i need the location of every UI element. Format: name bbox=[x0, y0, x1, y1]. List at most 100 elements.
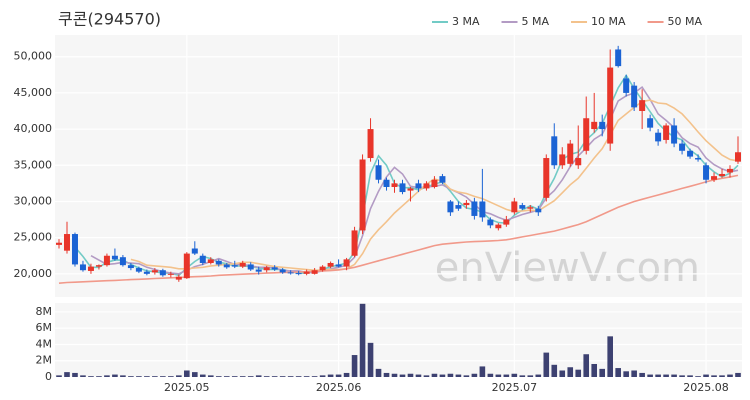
candle-body bbox=[447, 201, 454, 213]
volume-bar bbox=[439, 374, 446, 377]
x-tick-label: 2025.06 bbox=[316, 381, 362, 394]
candle-body bbox=[575, 158, 582, 166]
candle-body bbox=[391, 183, 398, 187]
candle-body bbox=[175, 276, 182, 280]
candle-body bbox=[111, 255, 118, 260]
volume-bar bbox=[231, 376, 238, 377]
candle-body bbox=[335, 264, 342, 267]
candle-body bbox=[303, 271, 310, 274]
x-tick-label: 2025.07 bbox=[492, 381, 538, 394]
volume-panel bbox=[55, 303, 742, 377]
volume-bar bbox=[535, 374, 542, 377]
candle-body bbox=[223, 264, 230, 268]
volume-bar bbox=[551, 364, 558, 377]
candle-body bbox=[56, 242, 62, 245]
volume-bar bbox=[519, 375, 526, 377]
candle-body bbox=[215, 260, 222, 265]
candle-body bbox=[439, 176, 446, 183]
candle-body bbox=[591, 121, 598, 130]
candle-body bbox=[295, 273, 302, 275]
y-tick-label: 50,000 bbox=[14, 50, 53, 63]
candle-body bbox=[71, 234, 78, 265]
volume-bar bbox=[199, 374, 206, 377]
volume-bar bbox=[583, 354, 590, 377]
candle-body bbox=[127, 265, 134, 269]
volume-bar bbox=[559, 370, 566, 377]
candle-body bbox=[327, 262, 334, 267]
candle-body bbox=[511, 201, 518, 213]
volume-bar bbox=[399, 374, 406, 377]
candle-body bbox=[711, 176, 718, 180]
candle-body bbox=[519, 205, 526, 209]
volume-bar bbox=[663, 374, 669, 377]
volume-bar bbox=[655, 374, 661, 377]
volume-bar bbox=[687, 375, 693, 377]
volume-bar bbox=[207, 375, 214, 377]
volume-bar bbox=[615, 368, 621, 377]
volume-bar bbox=[495, 374, 502, 377]
candle-body bbox=[735, 152, 741, 162]
volume-bar bbox=[359, 303, 366, 377]
candle-body bbox=[559, 154, 566, 166]
volume-bar bbox=[351, 355, 358, 377]
volume-bar bbox=[144, 376, 150, 377]
volume-bar bbox=[455, 374, 462, 377]
y-tick-label: 40,000 bbox=[14, 122, 53, 135]
candle-body bbox=[375, 165, 382, 180]
candle-body bbox=[191, 248, 198, 254]
candle-body bbox=[207, 259, 214, 263]
volume-bar bbox=[88, 376, 94, 377]
volume-bar bbox=[487, 373, 494, 377]
volume-bar bbox=[96, 376, 102, 377]
candle-body bbox=[431, 179, 438, 187]
candle-body bbox=[95, 265, 102, 267]
volume-tick-label: 2M bbox=[36, 354, 53, 367]
volume-bar bbox=[623, 371, 629, 377]
volume-bar bbox=[735, 372, 741, 377]
candle-body bbox=[279, 269, 286, 273]
volume-bar bbox=[711, 375, 717, 377]
volume-bar bbox=[184, 370, 190, 377]
candle-body bbox=[255, 269, 262, 272]
candle-body bbox=[471, 201, 478, 216]
candle-body bbox=[343, 259, 350, 267]
volume-bar bbox=[431, 373, 438, 377]
volume-bar bbox=[679, 375, 685, 377]
volume-bar bbox=[383, 372, 390, 377]
volume-bar bbox=[223, 376, 230, 377]
volume-bar bbox=[423, 375, 430, 377]
volume-bar bbox=[375, 368, 382, 377]
candle-body bbox=[495, 224, 502, 229]
candle-body bbox=[135, 268, 142, 272]
volume-bar bbox=[247, 376, 254, 377]
volume-bar bbox=[104, 375, 110, 377]
volume-bar bbox=[120, 375, 126, 377]
volume-bar bbox=[527, 375, 534, 377]
volume-bar bbox=[727, 374, 733, 377]
volume-bar bbox=[64, 372, 70, 377]
legend-label: 3 MA bbox=[452, 15, 480, 28]
y-tick-label: 35,000 bbox=[14, 158, 53, 171]
candle-body bbox=[271, 267, 278, 270]
candle-body bbox=[687, 150, 694, 157]
volume-bar bbox=[72, 372, 78, 377]
volume-bar bbox=[215, 376, 222, 377]
candle-body bbox=[423, 183, 430, 189]
candle-body bbox=[167, 273, 174, 275]
candle-body bbox=[87, 266, 94, 271]
volume-bar bbox=[695, 376, 701, 377]
y-tick-label: 25,000 bbox=[14, 231, 53, 244]
volume-tick-label: 6M bbox=[36, 321, 53, 334]
volume-bar bbox=[128, 376, 134, 377]
volume-bar bbox=[639, 372, 645, 377]
y-tick-label: 20,000 bbox=[14, 267, 53, 280]
candle-body bbox=[487, 219, 494, 226]
volume-bar bbox=[703, 374, 709, 377]
volume-bar bbox=[607, 336, 613, 377]
candle-body bbox=[527, 207, 534, 209]
candle-body bbox=[415, 183, 422, 189]
candle-body bbox=[551, 136, 558, 166]
volume-bar bbox=[511, 373, 518, 377]
volume-bar bbox=[192, 372, 198, 377]
volume-tick-label: 4M bbox=[36, 337, 53, 350]
